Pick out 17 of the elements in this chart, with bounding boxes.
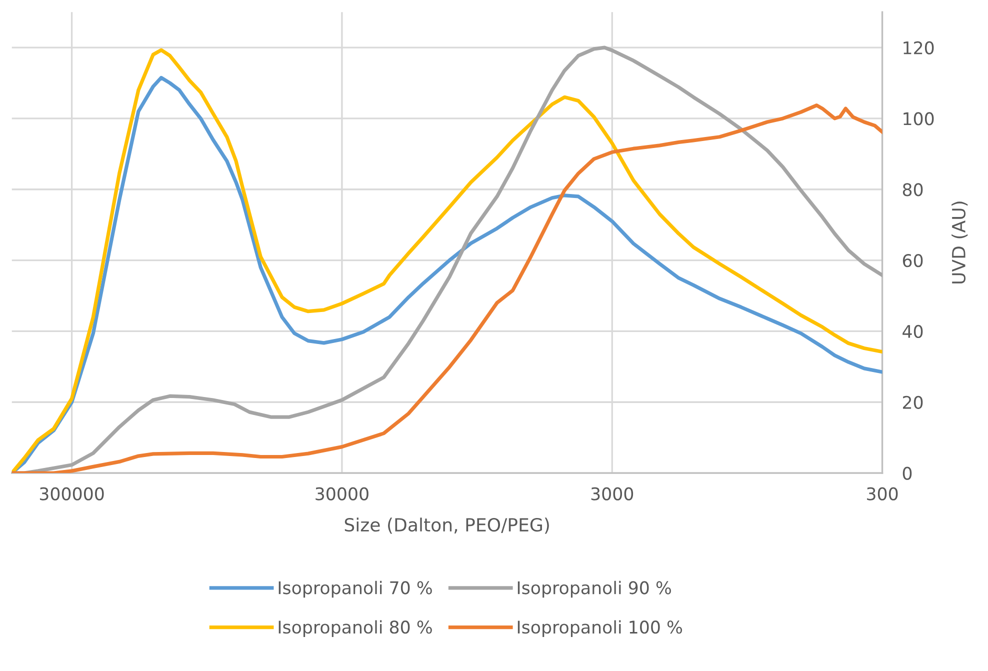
x-tick-label: 300000	[40, 487, 104, 500]
x-tick-label: 3000	[591, 487, 634, 500]
y-axis-title: UVD (AU)	[952, 202, 968, 284]
y-tick-label: 120	[904, 41, 934, 54]
y-tick-label: 80	[902, 183, 923, 196]
y-tick-label: 0	[902, 466, 912, 480]
x-tick-label: 30000	[316, 487, 368, 500]
y-tick-label: 40	[902, 324, 923, 338]
legend-label: Isopropanoli 90 %	[518, 580, 671, 598]
legend-label: Isopropanoli 70 %	[278, 580, 432, 598]
y-tick-label: 20	[903, 396, 923, 409]
legend-label: Isopropanoli 100 %	[518, 620, 682, 638]
x-tick-label: 300	[867, 487, 898, 500]
x-axis-title: Size (Dalton, PEO/PEG)	[344, 518, 549, 534]
y-tick-label: 100	[904, 112, 934, 126]
legend-label: Isopropanoli 80 %	[278, 620, 432, 638]
y-tick-label: 60	[902, 254, 923, 268]
